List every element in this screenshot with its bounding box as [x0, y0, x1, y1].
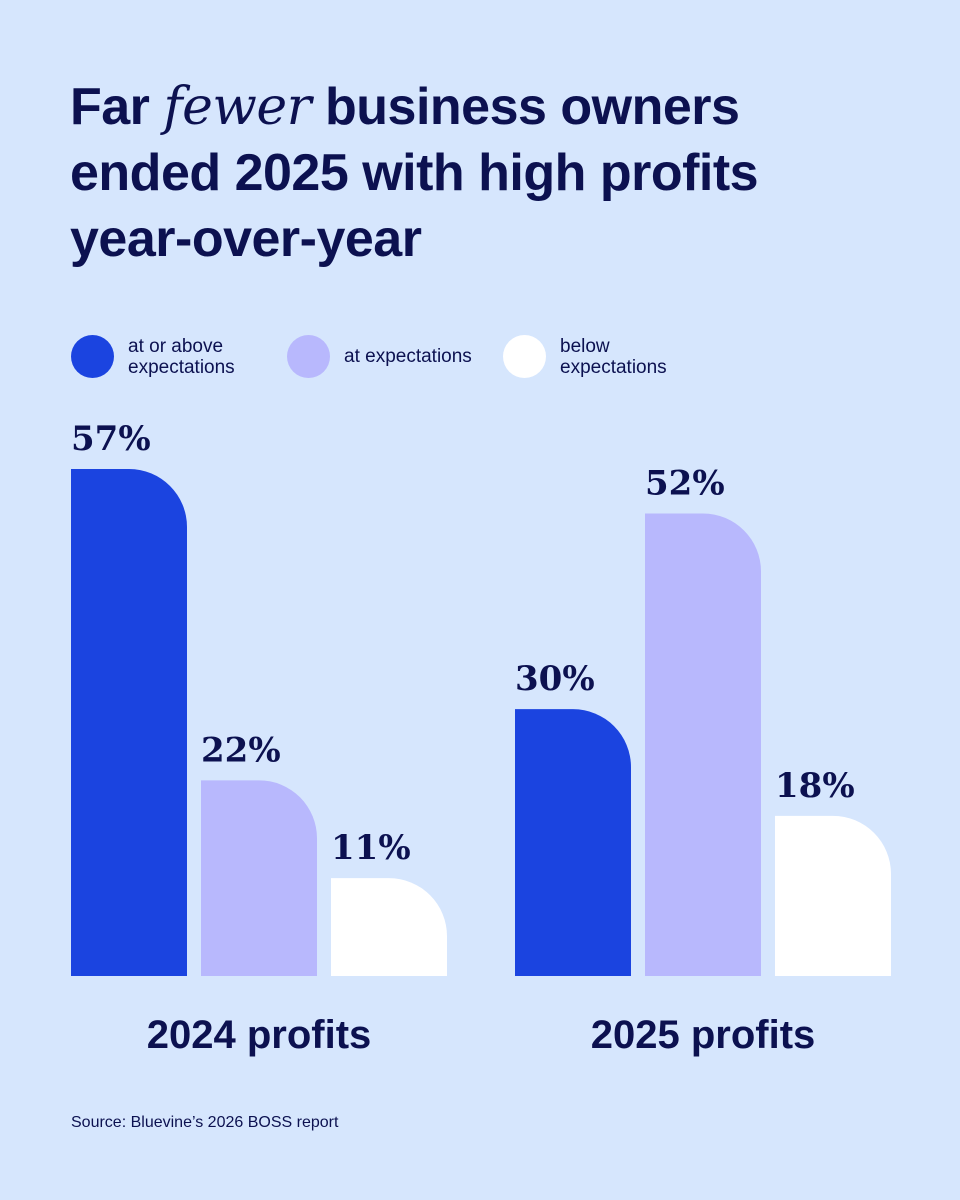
legend-swatch-at [287, 335, 330, 378]
legend-label-above: at or above expectations [128, 335, 235, 378]
bar-chart: 57% 22% 11% 2024 profits 30% 52% 18% 2025 profi… [71, 419, 891, 1057]
bar-value-label-2024-below: 11% [331, 828, 411, 868]
legend-item-at: at expectations [287, 335, 503, 378]
bar-2024-at [201, 780, 317, 976]
bar-2025-above [515, 709, 631, 976]
legend-swatch-above [71, 335, 114, 378]
title-part-1: Far [70, 78, 164, 136]
bar-value-label-2025-above: 30% [515, 659, 595, 699]
bar-value-label-2024-at: 22% [201, 730, 281, 770]
legend-item-below: below expectations [503, 335, 719, 378]
bar-value-label-2025-below: 18% [775, 766, 855, 806]
legend-swatch-below [503, 335, 546, 378]
title-part-2: business owners ended 2025 with high pro… [70, 78, 759, 268]
legend: at or above expectations at expectations… [71, 335, 719, 378]
bar-2024-below [331, 878, 447, 976]
title-emphasis: fewer [163, 77, 312, 137]
source-note: Source: Bluevine’s 2026 BOSS report [71, 1114, 339, 1131]
group-label-2025: 2025 profits [591, 1013, 816, 1057]
bar-value-label-2025-at: 52% [645, 463, 725, 503]
bar-2025-below [775, 815, 891, 976]
group-label-2024: 2024 profits [147, 1013, 372, 1057]
bar-value-label-2024-above: 57% [71, 419, 151, 459]
legend-label-below: below expectations [560, 335, 667, 378]
legend-label-at: at expectations [344, 346, 472, 367]
chart-title: Far fewer business owners ended 2025 wit… [70, 74, 890, 272]
legend-item-above: at or above expectations [71, 335, 287, 378]
bar-2024-above [71, 469, 187, 976]
bar-2025-at [645, 513, 761, 976]
